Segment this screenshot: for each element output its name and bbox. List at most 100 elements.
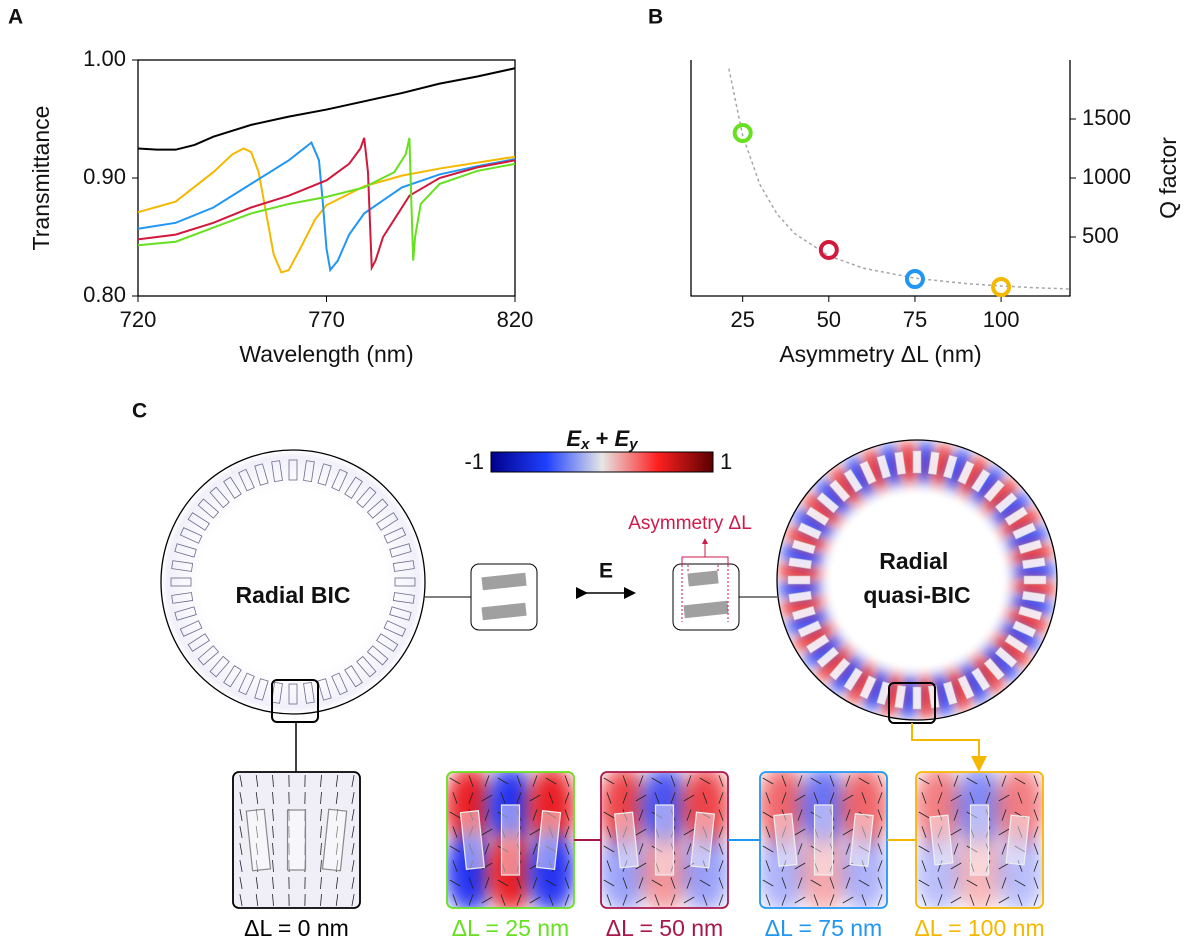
field-arrow [548,826,554,838]
field-arrow [255,876,259,890]
field-arrow [683,828,695,836]
field-arrow [921,894,927,906]
x-tick-label: 50 [817,307,841,332]
panel-label: A [8,6,23,29]
field-arrow [918,777,930,785]
field-lobe [972,655,1003,693]
resonator [894,451,907,475]
resonator [366,498,389,519]
field-lobe [946,448,970,491]
resonator [500,804,521,876]
resonator [1004,634,1029,654]
resonator [197,498,220,519]
field-lobe [1000,510,1041,537]
resonator [791,539,816,555]
field-arrow [718,792,724,804]
field-arrow [622,894,628,906]
ring-label-line: quasi-BIC [863,582,970,608]
resonator [912,686,922,710]
field-arrow [810,845,822,853]
field-arrow [351,792,355,804]
field-lobe [803,494,841,525]
resonator [969,804,990,876]
field-arrow [272,791,274,805]
colorbar-title-part: y [628,436,638,453]
field-arrow [449,879,461,887]
field-arrow [564,792,570,804]
field-arrow [781,843,787,855]
field-arrow [794,794,806,802]
field-arrow [516,877,522,889]
field-lobe [993,635,1031,666]
chart: B 25 50 75 100 500 1000 1500 Asymmetry ΔL (nm) Q … [648,6,1181,368]
field-arrow [937,775,943,787]
data-point [991,277,1012,298]
x-tick-label: 25 [730,307,754,332]
field-arrow [351,826,355,838]
field-arrow [670,792,676,804]
field-arrow [918,811,930,819]
field-arrow [452,826,458,838]
field-arrow [497,811,509,819]
field-arrow [272,808,274,822]
field-lobe [785,527,828,551]
field-arrow [1033,775,1039,787]
field-arrow [564,775,570,787]
resonator [843,468,863,493]
field-arrow [686,877,692,889]
resonator [797,620,822,638]
field-label: E [599,560,613,583]
field-arrow [813,894,819,906]
field-arrow [351,860,355,872]
resonator [209,655,230,678]
field-arrow [966,811,978,819]
field-lobe [486,832,535,908]
field-arrow [635,896,647,904]
y-tick-label: 1.00 [83,46,126,71]
field-arrow [320,825,322,839]
resonator [317,678,332,701]
field-arrow [564,877,570,889]
resonator [1005,814,1030,866]
resonator [254,678,269,701]
field-lobe [640,772,689,847]
field-arrow [797,809,803,821]
field-arrow [918,879,930,887]
field-lobe [793,510,834,537]
field-arrow [516,792,522,804]
field-arrow [239,809,243,821]
field-arrow [718,877,724,889]
x-tick-label: 75 [903,307,927,332]
field-arrow [449,811,461,819]
field-arrow [532,843,538,855]
field-lobe [527,772,574,847]
field-arrow [683,896,695,904]
resonator [303,460,315,483]
field-arrow [622,775,628,787]
field-arrow [239,894,243,906]
field-arrow [255,825,259,839]
field-arrow [320,791,322,805]
resonator [394,577,416,587]
field-arrow [702,894,708,906]
resonator [171,560,194,572]
field-arrow [335,842,339,856]
colorbar-title: Ex + Ey [566,426,638,453]
resonator [481,602,527,621]
resonator [171,592,194,604]
field-lobe [916,772,963,847]
field-arrow [762,845,774,853]
resonator [356,655,377,678]
field-arrow [239,860,243,872]
colorbar-min: -1 [464,449,484,474]
field-lobe [785,609,828,633]
resonator [805,634,830,654]
inset-field [447,772,574,908]
resonator [389,543,412,558]
resonator [376,512,399,531]
ring-qbic [776,439,1058,721]
field-arrow [762,811,774,819]
field-arrow [718,826,724,838]
field-arrow [654,792,660,804]
field-arrow [335,893,339,907]
